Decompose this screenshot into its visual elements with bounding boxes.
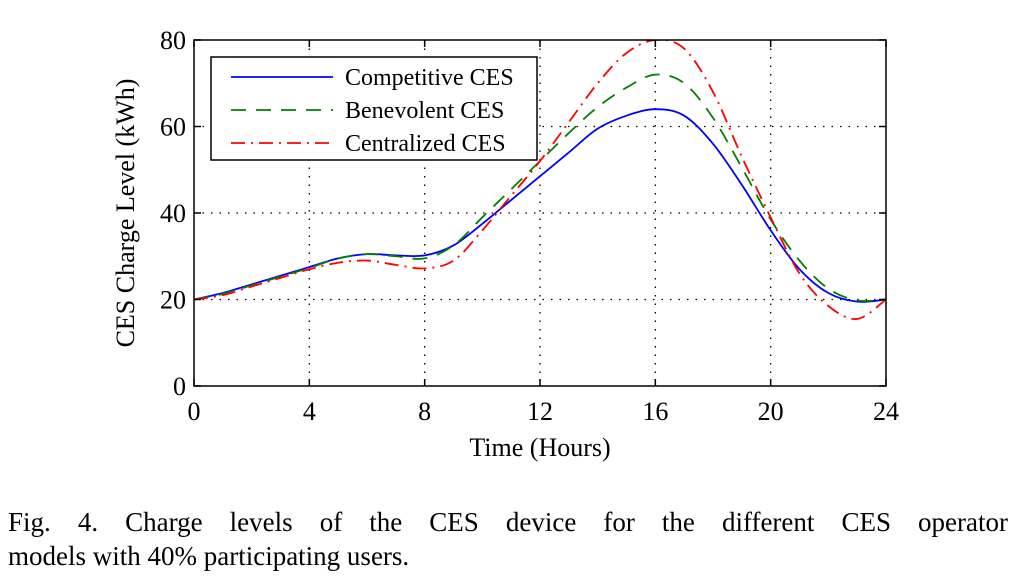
x-tick-label: 20 (758, 397, 784, 426)
caption-line-2: models with 40% participating users. (8, 541, 410, 571)
x-tick-label: 8 (418, 397, 431, 426)
y-tick-label: 0 (173, 372, 186, 401)
legend: Competitive CES Benevolent CES Centralized… (210, 56, 538, 161)
x-tick-labels: 0 4 8 12 16 20 24 (188, 397, 900, 426)
x-tick-label: 24 (873, 397, 899, 426)
x-tick-label: 16 (642, 397, 668, 426)
series-line-competitive-ces (194, 108, 886, 303)
y-tick-label: 80 (160, 26, 186, 55)
series-line-centralized-ces (194, 40, 886, 320)
figure-caption: Fig. 4. Charge levels of the CES device … (8, 505, 1008, 573)
line-chart: 0 4 8 12 16 20 24 0 20 40 60 80 Time (Hours) CES C… (111, 26, 900, 462)
x-tick-label: 0 (188, 397, 201, 426)
y-tick-labels: 0 20 40 60 80 (160, 26, 186, 401)
caption-line-1: Fig. 4. Charge levels of the CES device … (8, 507, 1008, 537)
y-tick-label: 60 (160, 113, 186, 142)
y-tick-label: 20 (160, 286, 186, 315)
x-axis-title: Time (Hours) (469, 433, 610, 462)
legend-label-benevolent-ces: Benevolent CES (345, 98, 504, 124)
x-tick-label: 12 (527, 397, 553, 426)
y-axis-title: CES Charge Level (kWh) (111, 79, 140, 348)
axis-ticks (193, 39, 887, 387)
legend-label-centralized-ces: Centralized CES (345, 131, 506, 157)
y-tick-label: 40 (160, 199, 186, 228)
x-tick-label: 4 (303, 397, 316, 426)
series-lines (194, 40, 886, 320)
legend-label-competitive-ces: Competitive CES (345, 65, 514, 91)
